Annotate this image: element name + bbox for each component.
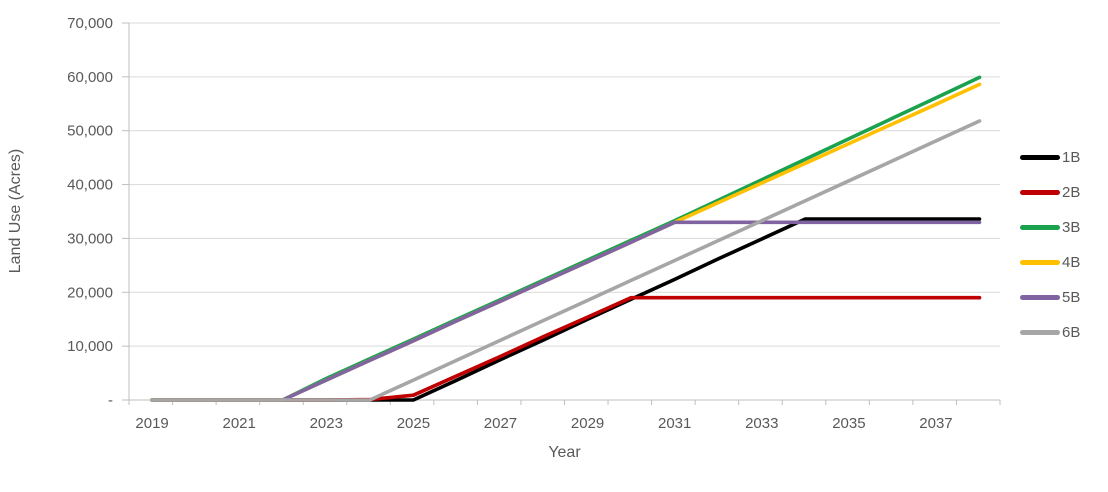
x-tick-label: 2035 <box>832 415 865 432</box>
legend-item-2B: 2B <box>1020 182 1080 203</box>
y-tick-label: 50,000 <box>67 123 113 140</box>
legend-line-swatch-5B <box>1020 295 1060 300</box>
y-tick-label: 10,000 <box>67 338 113 355</box>
y-tick-label: 30,000 <box>67 230 113 247</box>
x-tick-label: 2027 <box>484 415 517 432</box>
y-tick-label: 60,000 <box>67 69 113 86</box>
y-axis-title: Land Use (Acres) <box>7 148 24 274</box>
x-tick-label: 2031 <box>658 415 691 432</box>
legend-label-6B: 6B <box>1062 324 1081 341</box>
legend-label-4B: 4B <box>1062 254 1081 271</box>
x-tick-label: 2023 <box>310 415 343 432</box>
x-tick-label: 2037 <box>919 415 952 432</box>
legend-line-swatch-1B <box>1020 155 1060 160</box>
legend-item-3B: 3B <box>1020 217 1080 238</box>
x-tick-label: 2025 <box>397 415 430 432</box>
x-tick-label: 2021 <box>222 415 255 432</box>
y-tick-label: - <box>108 392 113 409</box>
legend-item-5B: 5B <box>1020 287 1080 308</box>
legend-item-4B: 4B <box>1020 252 1080 273</box>
series-line-2B <box>150 295 982 402</box>
series-line-5B <box>150 220 982 402</box>
legend-label-1B: 1B <box>1062 149 1081 166</box>
x-tick-label: 2019 <box>135 415 168 432</box>
series-line-6B <box>150 119 982 402</box>
y-tick-label: 70,000 <box>67 15 113 32</box>
legend-item-6B: 6B <box>1020 322 1080 343</box>
x-tick-label: 2029 <box>571 415 604 432</box>
legend-label-5B: 5B <box>1062 289 1081 306</box>
chart-legend: 1B 2B 3B 4B 5B 6B <box>1020 147 1080 343</box>
legend-line-swatch-4B <box>1020 260 1060 265</box>
legend-label-3B: 3B <box>1062 219 1081 236</box>
legend-line-swatch-3B <box>1020 225 1060 230</box>
y-tick-label: 20,000 <box>67 284 113 301</box>
legend-line-swatch-6B <box>1020 330 1060 335</box>
legend-item-1B: 1B <box>1020 147 1080 168</box>
y-tick-label: 40,000 <box>67 177 113 194</box>
x-axis-title: Year <box>548 444 581 461</box>
legend-label-2B: 2B <box>1062 184 1081 201</box>
legend-line-swatch-2B <box>1020 190 1060 195</box>
series-line-4B <box>150 82 982 402</box>
x-tick-label: 2033 <box>745 415 778 432</box>
